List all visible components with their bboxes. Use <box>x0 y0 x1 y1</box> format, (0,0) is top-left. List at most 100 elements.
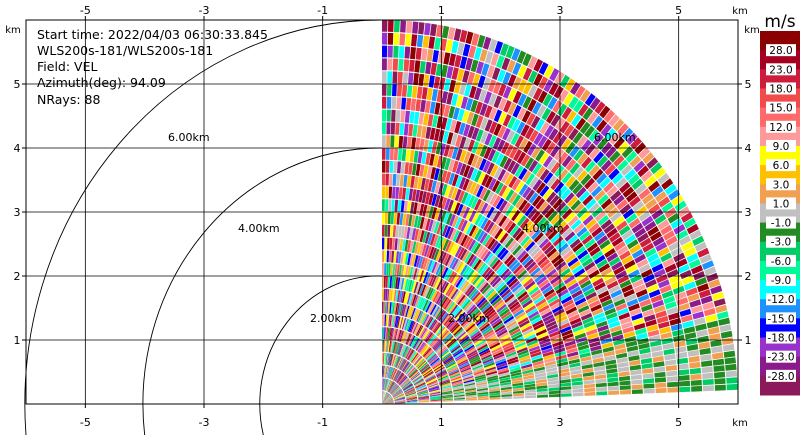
range-gate <box>581 156 592 169</box>
range-gate <box>635 205 648 217</box>
range-gate <box>434 102 441 115</box>
range-gate <box>521 170 532 183</box>
range-ring-label: 2.00km <box>310 312 352 325</box>
range-gate <box>441 394 453 398</box>
range-gate <box>682 275 694 285</box>
range-gate <box>448 287 457 299</box>
range-gate <box>507 239 517 251</box>
range-gate <box>394 396 405 400</box>
range-gate <box>509 301 520 311</box>
range-gate <box>664 207 677 219</box>
range-gate <box>389 383 397 394</box>
range-gate <box>582 194 594 206</box>
range-gate <box>580 356 592 362</box>
range-gate <box>631 384 643 390</box>
range-gate <box>468 271 477 282</box>
range-gate <box>409 240 414 253</box>
range-gate <box>613 155 625 168</box>
range-gate <box>394 402 406 404</box>
range-gate <box>548 387 560 392</box>
range-gate <box>487 375 498 380</box>
range-gate <box>480 131 489 144</box>
colorbar-label-bg <box>766 44 796 57</box>
range-gate <box>519 217 530 229</box>
range-gate <box>569 162 580 175</box>
range-gate <box>613 215 625 227</box>
range-gate <box>523 378 535 383</box>
range-gate <box>413 150 419 163</box>
range-gate <box>399 358 405 370</box>
range-gate <box>551 254 562 265</box>
range-gate <box>585 143 596 156</box>
range-gate <box>636 258 649 269</box>
range-gate <box>382 400 394 404</box>
range-gate <box>489 392 501 396</box>
range-gate <box>401 345 407 357</box>
range-gate <box>433 76 441 89</box>
y-tick-label-right: 3 <box>745 206 752 219</box>
range-gate <box>388 367 393 379</box>
range-gate <box>441 282 449 294</box>
range-gate <box>396 97 402 110</box>
range-gate <box>486 290 497 301</box>
range-gate <box>390 289 393 302</box>
range-gate <box>419 164 425 177</box>
range-gate <box>567 282 579 292</box>
range-gate <box>385 365 387 378</box>
range-gate <box>416 125 423 138</box>
range-gate <box>476 297 486 308</box>
range-gate <box>385 186 389 199</box>
range-gate <box>594 370 606 376</box>
range-gate <box>434 208 441 221</box>
range-gate <box>524 280 536 291</box>
range-gate <box>382 402 394 404</box>
range-gate <box>425 350 434 360</box>
range-gate <box>584 125 595 138</box>
range-gate <box>451 187 459 200</box>
colorbar-labels: 28.023.018.015.012.09.06.03.01.0-1.0-3.0… <box>766 44 796 383</box>
range-gate <box>404 278 409 291</box>
range-gate <box>583 375 595 381</box>
range-gate <box>422 165 429 178</box>
range-gate <box>463 320 473 330</box>
range-gate <box>382 288 384 301</box>
range-gate <box>519 272 530 283</box>
range-gate <box>403 362 410 373</box>
range-gate <box>448 172 455 185</box>
range-gate <box>399 174 404 187</box>
range-gate <box>465 398 477 401</box>
range-gate <box>495 327 507 335</box>
range-gate <box>448 186 455 199</box>
range-gate <box>429 356 439 365</box>
range-gate <box>405 188 410 201</box>
range-gate <box>427 232 433 245</box>
range-gate <box>458 360 469 367</box>
range-gate <box>623 289 635 298</box>
range-gate <box>392 388 401 396</box>
range-gate <box>689 367 702 375</box>
range-gate <box>382 340 384 352</box>
range-gate <box>439 295 447 307</box>
range-gate <box>409 59 415 72</box>
range-gate <box>411 352 419 363</box>
range-gate <box>398 225 402 238</box>
range-gate <box>382 391 385 403</box>
range-gate <box>653 268 666 278</box>
range-gate <box>422 35 430 48</box>
range-gate <box>411 241 417 254</box>
range-gate <box>532 249 543 261</box>
range-gate <box>567 310 579 319</box>
range-gate <box>535 252 546 264</box>
range-gate <box>521 255 532 266</box>
range-gate <box>418 401 430 403</box>
range-gate <box>455 330 465 339</box>
range-gate <box>406 399 418 402</box>
range-gate <box>584 93 596 107</box>
range-gate <box>503 346 515 353</box>
range-gate <box>391 386 400 395</box>
range-gate <box>553 85 564 99</box>
range-gate <box>572 325 584 333</box>
range-gate <box>411 373 421 381</box>
range-gate <box>631 313 643 321</box>
range-gate <box>482 305 493 315</box>
